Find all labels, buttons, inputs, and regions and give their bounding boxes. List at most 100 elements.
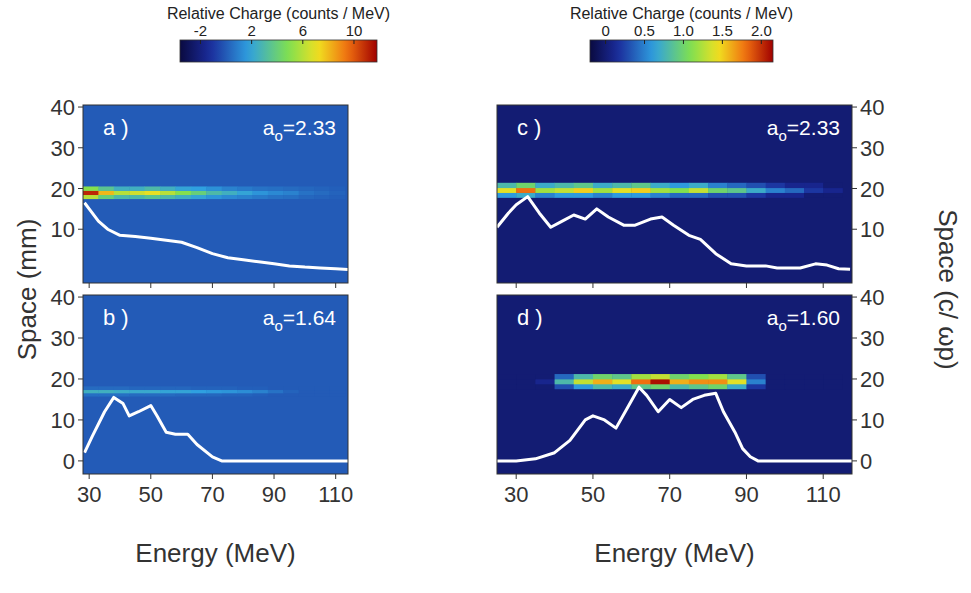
heatmap-cell bbox=[746, 384, 766, 389]
heatmap-cell bbox=[175, 186, 191, 190]
heatmap-cell bbox=[283, 195, 299, 199]
heatmap-cell bbox=[574, 384, 594, 389]
colorbar-tick bbox=[761, 40, 762, 44]
plot-area bbox=[83, 295, 348, 474]
y-tick-label: 20 bbox=[51, 367, 75, 392]
x-tick bbox=[150, 474, 151, 479]
y-tick-label: 10 bbox=[51, 408, 75, 433]
heatmap-cell bbox=[670, 193, 690, 198]
colorbar-tick bbox=[251, 40, 252, 44]
x-tick bbox=[212, 474, 213, 479]
x-tick bbox=[150, 283, 151, 288]
heatmap-cell bbox=[516, 384, 536, 389]
x-tick bbox=[823, 283, 824, 288]
heatmap-cell bbox=[283, 186, 299, 190]
heatmap-cell bbox=[497, 188, 517, 193]
heatmap-cell bbox=[114, 393, 130, 397]
heatmap-cell bbox=[206, 393, 222, 397]
heatmap-cell bbox=[237, 393, 253, 397]
annotation: ao=2.33 bbox=[263, 116, 336, 144]
heatmap-cell bbox=[785, 384, 805, 389]
heatmap-cell bbox=[314, 393, 330, 397]
y-tick bbox=[852, 229, 857, 230]
heatmap-cell bbox=[98, 191, 114, 195]
heatmap-cell bbox=[689, 379, 709, 384]
spectrum-line bbox=[85, 397, 348, 460]
heatmap-cell bbox=[283, 386, 299, 390]
heatmap-cell bbox=[535, 379, 555, 384]
heatmap-cell bbox=[689, 374, 709, 379]
heatmap-cell bbox=[651, 188, 671, 193]
heatmap-cell bbox=[114, 191, 130, 195]
heatmap-cell bbox=[114, 186, 130, 190]
heatmap-cell bbox=[145, 390, 161, 394]
y-tick bbox=[78, 188, 83, 189]
y-tick-label: 30 bbox=[51, 326, 75, 351]
heatmap-cell bbox=[129, 390, 145, 394]
x-tick-label: 50 bbox=[139, 482, 163, 507]
heatmap-cell bbox=[823, 384, 843, 389]
y-tick bbox=[852, 338, 857, 339]
background bbox=[83, 105, 348, 283]
heatmap-cell bbox=[727, 384, 747, 389]
colorbar-tick bbox=[722, 40, 723, 44]
heatmap-cell bbox=[497, 384, 517, 389]
heatmap-cell bbox=[670, 384, 690, 389]
heatmap-cell bbox=[252, 186, 268, 190]
heatmap-cell bbox=[651, 193, 671, 198]
heatmap-cell bbox=[330, 390, 346, 394]
x-axis-title: Energy (MeV) bbox=[594, 538, 754, 568]
heatmap-cell bbox=[98, 386, 114, 390]
heatmap-cell bbox=[593, 193, 613, 198]
heatmap-cell bbox=[555, 188, 575, 193]
heatmap-cell bbox=[252, 191, 268, 195]
heatmap-cell bbox=[191, 390, 207, 394]
heatmap-cell bbox=[727, 183, 747, 188]
plot-frame bbox=[497, 295, 852, 474]
heatmap-cell bbox=[708, 384, 728, 389]
figure: Relative Charge (counts / MeV)-22610Rela… bbox=[0, 0, 971, 593]
y-tick bbox=[78, 147, 83, 148]
colorbar-scale bbox=[590, 40, 773, 62]
colorbar-tick-label: 1.5 bbox=[712, 22, 733, 39]
heatmap-cell bbox=[206, 191, 222, 195]
y-tick-label: 40 bbox=[51, 95, 75, 120]
heatmap-cell bbox=[191, 191, 207, 195]
heatmap-cell bbox=[314, 195, 330, 199]
heatmap-cell bbox=[145, 191, 161, 195]
x-tick-label: 70 bbox=[657, 482, 681, 507]
colorbar-tick-label: 2 bbox=[247, 22, 255, 39]
colorbar-tick-label: -2 bbox=[194, 22, 207, 39]
heatmap-cell bbox=[252, 195, 268, 199]
x-tick bbox=[592, 283, 593, 288]
heatmap-cell bbox=[330, 386, 346, 390]
colorbar-tick bbox=[353, 40, 354, 44]
heatmap-cell bbox=[160, 393, 176, 397]
heatmap-cell bbox=[766, 384, 786, 389]
y-tick-label: 0 bbox=[860, 449, 872, 474]
heatmap-cell bbox=[746, 193, 766, 198]
heatmap-cell bbox=[497, 183, 517, 188]
heatmap-cell bbox=[145, 195, 161, 199]
colorbar-tick-label: 2.0 bbox=[751, 22, 772, 39]
heatmap-cell bbox=[555, 384, 575, 389]
heatmap-cell bbox=[314, 386, 330, 390]
heatmap-cell bbox=[268, 186, 284, 190]
colorbar-tick-label: 0.5 bbox=[634, 22, 655, 39]
x-tick-label: 90 bbox=[734, 482, 758, 507]
heatmap-cell bbox=[330, 195, 346, 199]
heatmap-cell bbox=[268, 386, 284, 390]
heatmap-cell bbox=[804, 188, 824, 193]
heatmap-cell bbox=[83, 390, 99, 394]
heatmap-cell bbox=[689, 384, 709, 389]
x-tick bbox=[89, 474, 90, 479]
x-tick-label: 90 bbox=[262, 482, 286, 507]
colorbar-title: Relative Charge (counts / MeV) bbox=[570, 5, 793, 22]
heatmap-cell bbox=[689, 188, 709, 193]
colorbar-tick-label: 6 bbox=[299, 22, 307, 39]
heatmap-cell bbox=[516, 183, 536, 188]
heatmap-cell bbox=[83, 191, 99, 195]
y-tick bbox=[852, 147, 857, 148]
heatmap-cell bbox=[83, 386, 99, 390]
heatmap-cell bbox=[145, 393, 161, 397]
